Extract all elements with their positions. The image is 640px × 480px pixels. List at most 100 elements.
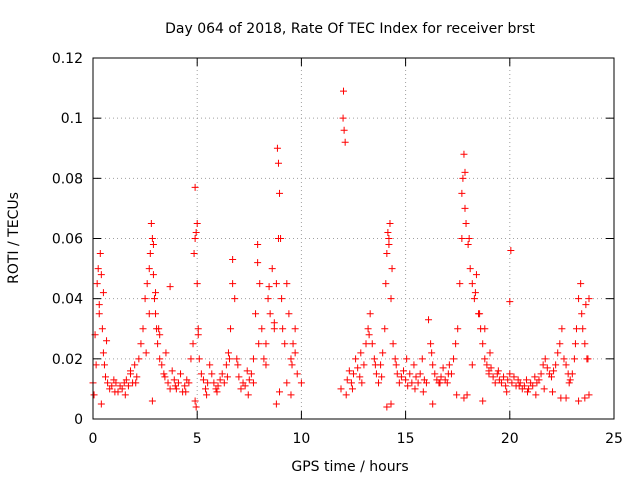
y-tick-label: 0 bbox=[74, 412, 83, 428]
data-point bbox=[249, 379, 257, 387]
data-point bbox=[249, 355, 257, 363]
data-point bbox=[272, 280, 280, 288]
data-point bbox=[148, 397, 156, 405]
data-point bbox=[194, 325, 202, 333]
data-point bbox=[270, 325, 278, 333]
data-point bbox=[465, 235, 473, 242]
data-point bbox=[145, 265, 153, 273]
data-point bbox=[264, 295, 272, 303]
data-point bbox=[347, 379, 355, 387]
data-point bbox=[414, 379, 422, 387]
data-point bbox=[337, 385, 345, 393]
data-point bbox=[558, 325, 566, 333]
data-point bbox=[139, 325, 147, 333]
data-point bbox=[224, 349, 232, 357]
y-axis-label: ROTI / TECUs bbox=[6, 192, 22, 284]
data-point bbox=[104, 379, 112, 387]
data-point bbox=[191, 183, 199, 191]
y-tick-label: 0.12 bbox=[52, 51, 83, 67]
data-point bbox=[393, 370, 401, 378]
data-point bbox=[112, 379, 120, 387]
data-point bbox=[378, 373, 386, 381]
data-point bbox=[383, 403, 391, 411]
data-point bbox=[570, 355, 578, 363]
data-point bbox=[562, 361, 570, 369]
data-point bbox=[185, 379, 193, 387]
data-point bbox=[281, 340, 289, 348]
data-point bbox=[291, 325, 299, 333]
data-point bbox=[150, 295, 158, 303]
data-point bbox=[193, 219, 201, 227]
data-point bbox=[565, 379, 573, 387]
grid-lines bbox=[93, 58, 614, 419]
data-point bbox=[456, 280, 464, 288]
x-axis-label: GPS time / hours bbox=[291, 459, 408, 475]
data-point bbox=[135, 355, 143, 363]
data-point bbox=[582, 301, 590, 309]
data-point bbox=[99, 349, 107, 357]
data-point bbox=[265, 283, 273, 291]
data-point bbox=[522, 376, 530, 384]
y-tick-label: 0.08 bbox=[52, 171, 83, 187]
data-point bbox=[461, 168, 469, 176]
data-point bbox=[288, 361, 296, 369]
data-point bbox=[194, 331, 202, 339]
data-point bbox=[192, 228, 200, 236]
data-point bbox=[177, 370, 185, 378]
data-point bbox=[137, 340, 145, 348]
data-point bbox=[468, 361, 476, 369]
data-point bbox=[466, 265, 474, 273]
data-point bbox=[339, 87, 347, 95]
data-point bbox=[254, 259, 262, 267]
data-point bbox=[245, 376, 253, 384]
data-point bbox=[388, 265, 396, 273]
data-point bbox=[145, 310, 153, 318]
data-point bbox=[443, 379, 451, 387]
data-point bbox=[387, 295, 395, 303]
data-point bbox=[214, 382, 222, 390]
data-point bbox=[158, 361, 166, 369]
data-point bbox=[339, 114, 347, 122]
data-point bbox=[229, 280, 237, 288]
data-point bbox=[133, 373, 141, 381]
data-point bbox=[431, 370, 439, 378]
data-point bbox=[371, 361, 379, 369]
data-point bbox=[341, 138, 349, 146]
data-point bbox=[472, 271, 480, 279]
data-point bbox=[237, 385, 245, 393]
data-point bbox=[537, 370, 545, 378]
data-point bbox=[507, 247, 515, 255]
data-point bbox=[543, 364, 551, 372]
data-point bbox=[95, 301, 103, 309]
data-point bbox=[568, 370, 576, 378]
data-point bbox=[132, 379, 140, 387]
data-point bbox=[406, 370, 414, 378]
data-point bbox=[412, 373, 420, 381]
data-point bbox=[97, 271, 105, 279]
data-point bbox=[206, 361, 214, 369]
data-point bbox=[365, 331, 373, 339]
data-point bbox=[358, 379, 366, 387]
data-point bbox=[191, 397, 199, 405]
data-point bbox=[99, 289, 107, 297]
data-point bbox=[149, 271, 157, 279]
data-point bbox=[202, 385, 210, 393]
data-point bbox=[575, 295, 583, 303]
data-point bbox=[494, 367, 502, 375]
data-point bbox=[254, 241, 262, 249]
data-point bbox=[152, 310, 160, 318]
data-point bbox=[539, 361, 547, 369]
x-tick-label: 20 bbox=[501, 431, 519, 447]
data-point bbox=[572, 325, 580, 333]
data-point bbox=[243, 367, 251, 375]
data-point bbox=[103, 337, 111, 345]
data-point bbox=[516, 379, 524, 387]
data-point bbox=[400, 367, 408, 375]
data-point bbox=[293, 370, 301, 378]
data-point bbox=[285, 310, 293, 318]
data-point bbox=[255, 340, 263, 348]
data-point bbox=[152, 289, 160, 297]
data-point bbox=[419, 388, 427, 396]
data-point bbox=[187, 355, 195, 363]
data-point bbox=[147, 219, 155, 227]
